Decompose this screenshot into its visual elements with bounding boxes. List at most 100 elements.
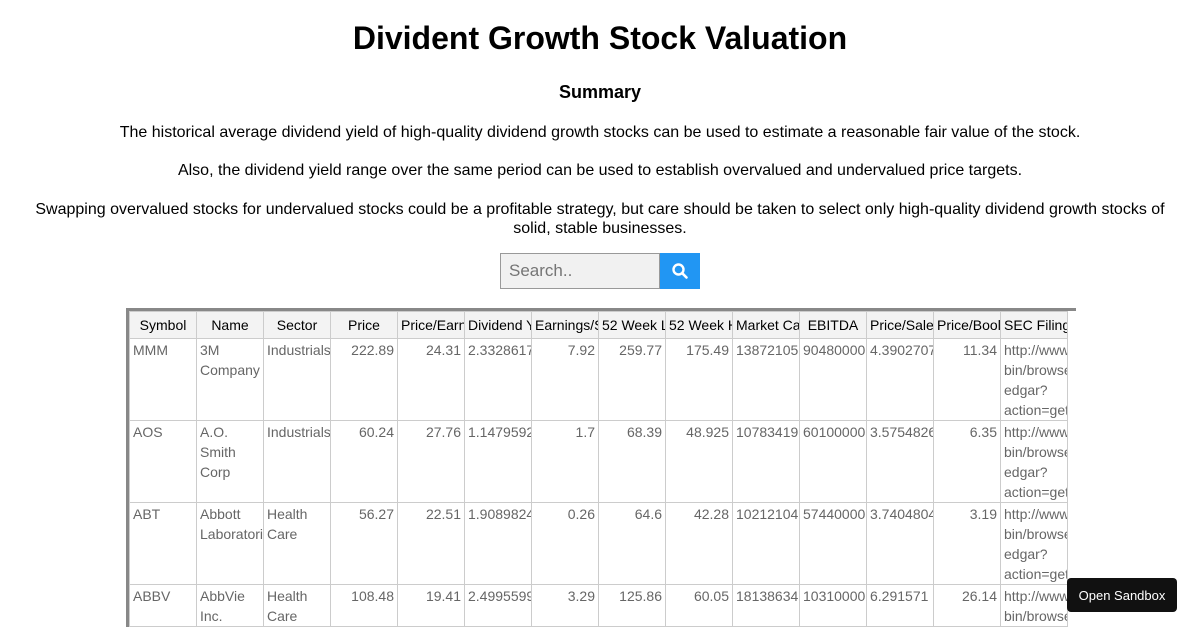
- stock-table: Symbol Name Sector Price Price/Earn Dividend …: [129, 311, 1068, 627]
- cell-pe: 22.51: [397, 502, 465, 585]
- cell-sector: Industrials: [263, 420, 331, 503]
- column-header[interactable]: 52 Week L: [598, 311, 666, 339]
- cell-ebitda: 10310000: [799, 584, 867, 627]
- table-row[interactable]: ABBV AbbVie Inc. Health Care 108.48 19.41 2.499…: [129, 584, 1068, 627]
- name-line: Company: [200, 362, 260, 378]
- cell-dy: 2.3328617: [464, 338, 532, 421]
- search-button[interactable]: [660, 253, 700, 289]
- sec-line: bin/browse: [1004, 526, 1068, 542]
- name-line: Abbott: [200, 506, 241, 522]
- sector-line: Health: [267, 506, 308, 522]
- column-header[interactable]: Name: [196, 311, 264, 339]
- sector-line: Industrials: [267, 424, 331, 440]
- cell-cap: 10212104: [732, 502, 800, 585]
- cell-ebitda: 57440000: [799, 502, 867, 585]
- search-input[interactable]: [500, 253, 660, 289]
- cell-name: 3M Company: [196, 338, 264, 421]
- column-header[interactable]: Market Ca: [732, 311, 800, 339]
- cell-price: 60.24: [330, 420, 398, 503]
- summary-paragraph-3: Swapping overvalued stocks for undervalu…: [35, 201, 1165, 237]
- column-header[interactable]: Price/Earn: [397, 311, 465, 339]
- search-icon: [672, 263, 688, 279]
- column-header[interactable]: Symbol: [129, 311, 197, 339]
- cell-ebitda: 60100000: [799, 420, 867, 503]
- cell-price: 222.89: [330, 338, 398, 421]
- cell-ebitda: 90480000: [799, 338, 867, 421]
- sec-line: bin/browse: [1004, 444, 1068, 460]
- cell-price: 108.48: [330, 584, 398, 627]
- cell-high: 48.925: [665, 420, 733, 503]
- name-line: Laboratori: [200, 526, 264, 542]
- cell-eps: 3.29: [531, 584, 599, 627]
- cell-dy: 1.1479592: [464, 420, 532, 503]
- cell-sector: Health Care: [263, 584, 331, 627]
- cell-pb: 11.34: [933, 338, 1001, 421]
- cell-eps: 0.26: [531, 502, 599, 585]
- sec-line: edgar?: [1004, 546, 1048, 562]
- cell-eps: 1.7: [531, 420, 599, 503]
- cell-high: 42.28: [665, 502, 733, 585]
- cell-sec: http://www. bin/browse edgar? action=getc: [1000, 420, 1068, 503]
- cell-name: AbbVie Inc.: [196, 584, 264, 627]
- column-header[interactable]: Price/Sale: [866, 311, 934, 339]
- cell-eps: 7.92: [531, 338, 599, 421]
- cell-dy: 2.4995599: [464, 584, 532, 627]
- cell-symbol: ABBV: [129, 584, 197, 627]
- cell-sec: http://www. bin/browse edgar? action=getc: [1000, 338, 1068, 421]
- sec-line: action=getc: [1004, 484, 1067, 500]
- cell-high: 175.49: [665, 338, 733, 421]
- cell-name: A.O. Smith Corp: [196, 420, 264, 503]
- cell-pb: 26.14: [933, 584, 1001, 627]
- stock-table-container[interactable]: Symbol Name Sector Price Price/Earn Dividend …: [126, 308, 1076, 627]
- column-header[interactable]: SEC Filings: [1000, 311, 1068, 339]
- cell-name: Abbott Laboratori: [196, 502, 264, 585]
- cell-cap: 18138634: [732, 584, 800, 627]
- column-header[interactable]: Price: [330, 311, 398, 339]
- cell-pe: 27.76: [397, 420, 465, 503]
- cell-sec: http://www. bin/browse: [1000, 584, 1068, 627]
- column-header[interactable]: 52 Week H: [665, 311, 733, 339]
- cell-sector: Health Care: [263, 502, 331, 585]
- name-line: Corp: [200, 464, 231, 480]
- sec-line: bin/browse: [1004, 608, 1068, 624]
- cell-cap: 13872105: [732, 338, 800, 421]
- sector-line: Industrials: [267, 342, 331, 358]
- cell-low: 68.39: [598, 420, 666, 503]
- column-header[interactable]: Dividend Y: [464, 311, 532, 339]
- summary-paragraph-1: The historical average dividend yield of…: [119, 124, 1081, 141]
- page-title: Divident Growth Stock Valuation: [352, 20, 848, 56]
- cell-pe: 19.41: [397, 584, 465, 627]
- name-line: AbbVie: [200, 588, 245, 604]
- cell-ps: 6.291571: [866, 584, 934, 627]
- name-line: A.O.: [200, 424, 229, 440]
- table-row[interactable]: AOS A.O. Smith Corp Industrials 60.24 27.76 1.1…: [129, 420, 1068, 503]
- table-row[interactable]: ABT Abbott Laboratori Health Care 56.27 22.51 1…: [129, 502, 1068, 585]
- cell-symbol: ABT: [129, 502, 197, 585]
- column-header[interactable]: EBITDA: [799, 311, 867, 339]
- sector-line: Care: [267, 608, 298, 624]
- cell-cap: 10783419: [732, 420, 800, 503]
- cell-high: 60.05: [665, 584, 733, 627]
- summary-paragraph-2: Also, the dividend yield range over the …: [177, 162, 1023, 179]
- cell-pb: 6.35: [933, 420, 1001, 503]
- name-line: Inc.: [200, 608, 223, 624]
- sec-line: http://www.: [1004, 506, 1068, 522]
- cell-low: 125.86: [598, 584, 666, 627]
- sector-line: Health: [267, 588, 308, 604]
- cell-pe: 24.31: [397, 338, 465, 421]
- open-sandbox-button[interactable]: Open Sandbox: [1067, 578, 1177, 612]
- column-header[interactable]: Price/Bool: [933, 311, 1001, 339]
- sec-line: http://www.: [1004, 588, 1068, 604]
- column-header[interactable]: Earnings/S: [531, 311, 599, 339]
- summary-heading: Summary: [558, 82, 642, 102]
- cell-ps: 3.5754826: [866, 420, 934, 503]
- column-header[interactable]: Sector: [263, 311, 331, 339]
- cell-price: 56.27: [330, 502, 398, 585]
- cell-symbol: AOS: [129, 420, 197, 503]
- cell-sector: Industrials: [263, 338, 331, 421]
- sec-line: action=getc: [1004, 402, 1067, 418]
- table-row[interactable]: MMM 3M Company Industrials 222.89 24.31 2.3328…: [129, 338, 1068, 421]
- sec-line: http://www.: [1004, 342, 1068, 358]
- cell-ps: 3.7404804: [866, 502, 934, 585]
- cell-low: 64.6: [598, 502, 666, 585]
